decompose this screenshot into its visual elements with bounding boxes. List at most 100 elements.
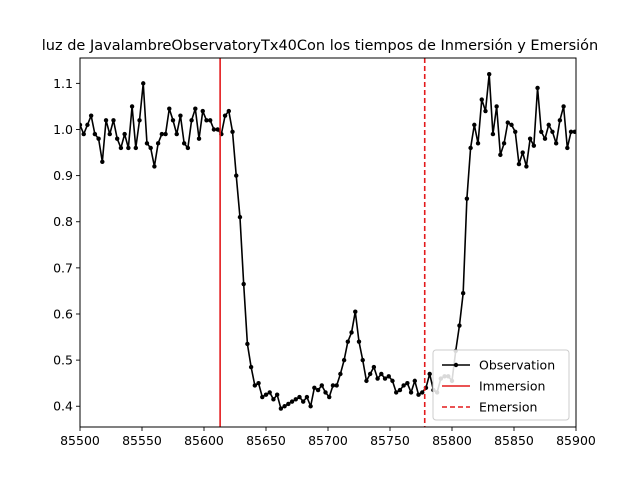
observation-point: [353, 309, 358, 314]
observation-point: [513, 129, 518, 134]
observation-point: [427, 371, 432, 377]
observation-point: [286, 401, 291, 407]
observation-point: [509, 122, 514, 128]
legend: Observation Immersion Emersion: [432, 349, 570, 421]
legend-box: [432, 349, 570, 421]
observation-point: [115, 136, 120, 141]
observation-point: [208, 118, 213, 123]
observation-point: [103, 118, 109, 123]
observation-point: [553, 141, 559, 146]
y-axis: 0.4 0.5 0.6 0.7 0.8 0.9 1.0 1.1: [53, 76, 80, 414]
observation-point: [565, 145, 570, 151]
observation-point: [181, 141, 187, 146]
x-tick-label: 85650: [246, 433, 286, 448]
observation-point: [204, 118, 209, 123]
observation-point: [234, 173, 239, 178]
x-tick-label: 85850: [494, 433, 534, 448]
observation-point: [394, 390, 399, 395]
x-tick-label: 85600: [184, 433, 224, 448]
observation-point: [327, 394, 332, 400]
observation-point: [301, 399, 306, 404]
observation-point: [252, 383, 258, 388]
observation-point: [163, 131, 168, 137]
observation-point: [408, 390, 414, 395]
x-tick-label: 85900: [556, 433, 596, 448]
y-tick-label: 0.6: [53, 306, 73, 321]
observation-point: [293, 397, 298, 402]
observation-point: [539, 129, 544, 134]
chart-title: luz de JavalambreObservatoryTx40Con los …: [42, 38, 598, 54]
observation-point: [230, 129, 235, 134]
observation-point: [546, 122, 551, 128]
observation-point: [185, 145, 191, 151]
observation-point: [80, 122, 83, 128]
observation-point: [527, 136, 533, 141]
observation-point: [271, 397, 276, 402]
observation-point: [222, 113, 228, 118]
observation-point: [483, 108, 488, 114]
observation-point: [155, 141, 161, 146]
observation-point: [111, 118, 116, 123]
observation-point: [137, 118, 142, 123]
observation-point: [568, 129, 574, 134]
x-tick-label: 85500: [60, 433, 100, 448]
legend-observation-marker: [453, 362, 459, 368]
observation-point: [174, 131, 179, 137]
observation-point: [390, 378, 395, 384]
observation-point: [92, 131, 98, 137]
observation-point: [122, 131, 127, 137]
y-tick-label: 0.9: [53, 168, 73, 183]
y-tick-label: 0.8: [53, 214, 73, 229]
observation-point: [256, 380, 261, 386]
y-tick-label: 0.5: [53, 353, 73, 368]
y-tick-label: 0.4: [53, 399, 73, 414]
observation-point: [167, 106, 172, 111]
observation-point: [267, 390, 272, 395]
observation-point: [572, 129, 576, 134]
observation-point: [401, 383, 406, 388]
observation-point: [475, 141, 481, 146]
observation-point: [550, 129, 555, 134]
observation-point: [100, 159, 105, 164]
observation-point: [457, 323, 462, 328]
observation-point: [178, 113, 183, 118]
observation-point: [371, 364, 377, 370]
observation-point: [126, 145, 131, 151]
observation-point: [367, 371, 373, 377]
x-axis: 85500 85550 85600 85650 85700 85750 85800 85850…: [60, 427, 596, 448]
observation-point: [211, 127, 217, 132]
observation-point: [386, 374, 391, 379]
y-tick-label: 1.0: [53, 122, 73, 137]
observation-point: [460, 291, 466, 296]
observation-point: [382, 376, 388, 381]
observation-point: [323, 390, 328, 395]
observation-point: [278, 406, 284, 411]
observation-point: [282, 404, 287, 409]
observation-point: [129, 104, 135, 109]
observation-point: [487, 71, 492, 77]
observation-point: [341, 357, 347, 363]
observation-point: [289, 399, 295, 404]
observation-point: [312, 385, 317, 390]
observation-point: [364, 378, 369, 384]
observation-point: [85, 122, 90, 128]
observation-point: [412, 378, 417, 384]
observation-point: [189, 118, 194, 123]
observation-point: [360, 357, 365, 363]
observation-point: [338, 371, 343, 377]
observation-point: [260, 394, 265, 400]
observation-point: [397, 387, 403, 393]
observation-point: [308, 404, 313, 409]
legend-immersion-label: Immersion: [479, 379, 545, 394]
observation-point: [170, 118, 176, 123]
y-tick-label: 1.1: [53, 76, 73, 91]
observation-point: [520, 150, 525, 155]
observation-point: [334, 383, 339, 388]
observation-point: [193, 106, 198, 111]
observation-point: [315, 387, 321, 393]
observation-point: [304, 394, 310, 400]
observation-point: [274, 392, 280, 397]
observation-point: [133, 145, 138, 151]
observation-point: [416, 392, 421, 397]
observation-point: [96, 136, 101, 141]
